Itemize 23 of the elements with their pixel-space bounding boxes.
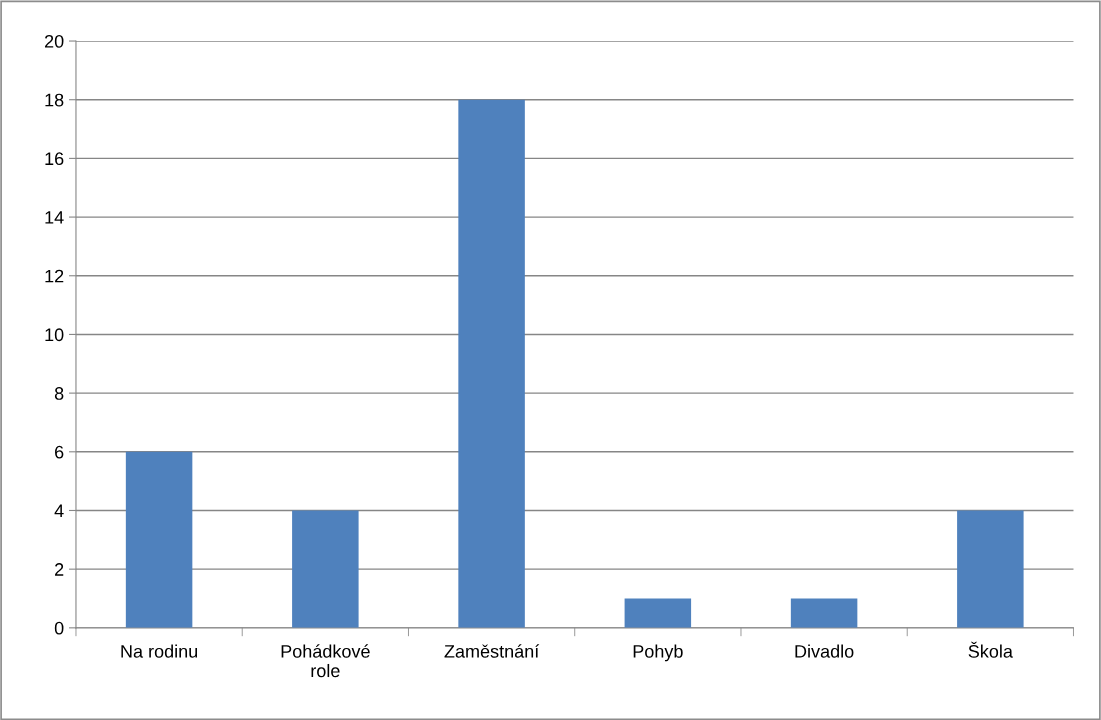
y-tick-label: 4 [54, 504, 64, 518]
x-tick-label: Pohyb [633, 644, 683, 662]
bar [125, 451, 193, 628]
y-tick-label: 18 [45, 93, 64, 107]
y-tick-label: 10 [45, 328, 64, 342]
y-tick-label: 2 [55, 563, 64, 576]
bar [292, 510, 359, 628]
bar [790, 598, 858, 628]
bar [624, 598, 692, 628]
y-tick-label: 20 [44, 34, 64, 48]
y-tick-label: 14 [45, 211, 64, 224]
y-tick-label: 6 [55, 445, 64, 459]
y-tick-label: 12 [45, 269, 64, 283]
x-tick-label: Pohádkové role [281, 644, 370, 678]
bar [458, 99, 525, 628]
y-tick-label: 0 [54, 621, 64, 635]
x-tick-label: Zaměstnání [444, 644, 540, 658]
y-tick-label: 16 [45, 152, 64, 166]
x-tick-label: Divadlo [795, 644, 854, 658]
y-tick-label: 8 [54, 387, 64, 400]
x-tick-label: Škola [968, 641, 1013, 658]
x-tick-label: Na rodinu [121, 644, 198, 658]
bar [957, 510, 1024, 628]
